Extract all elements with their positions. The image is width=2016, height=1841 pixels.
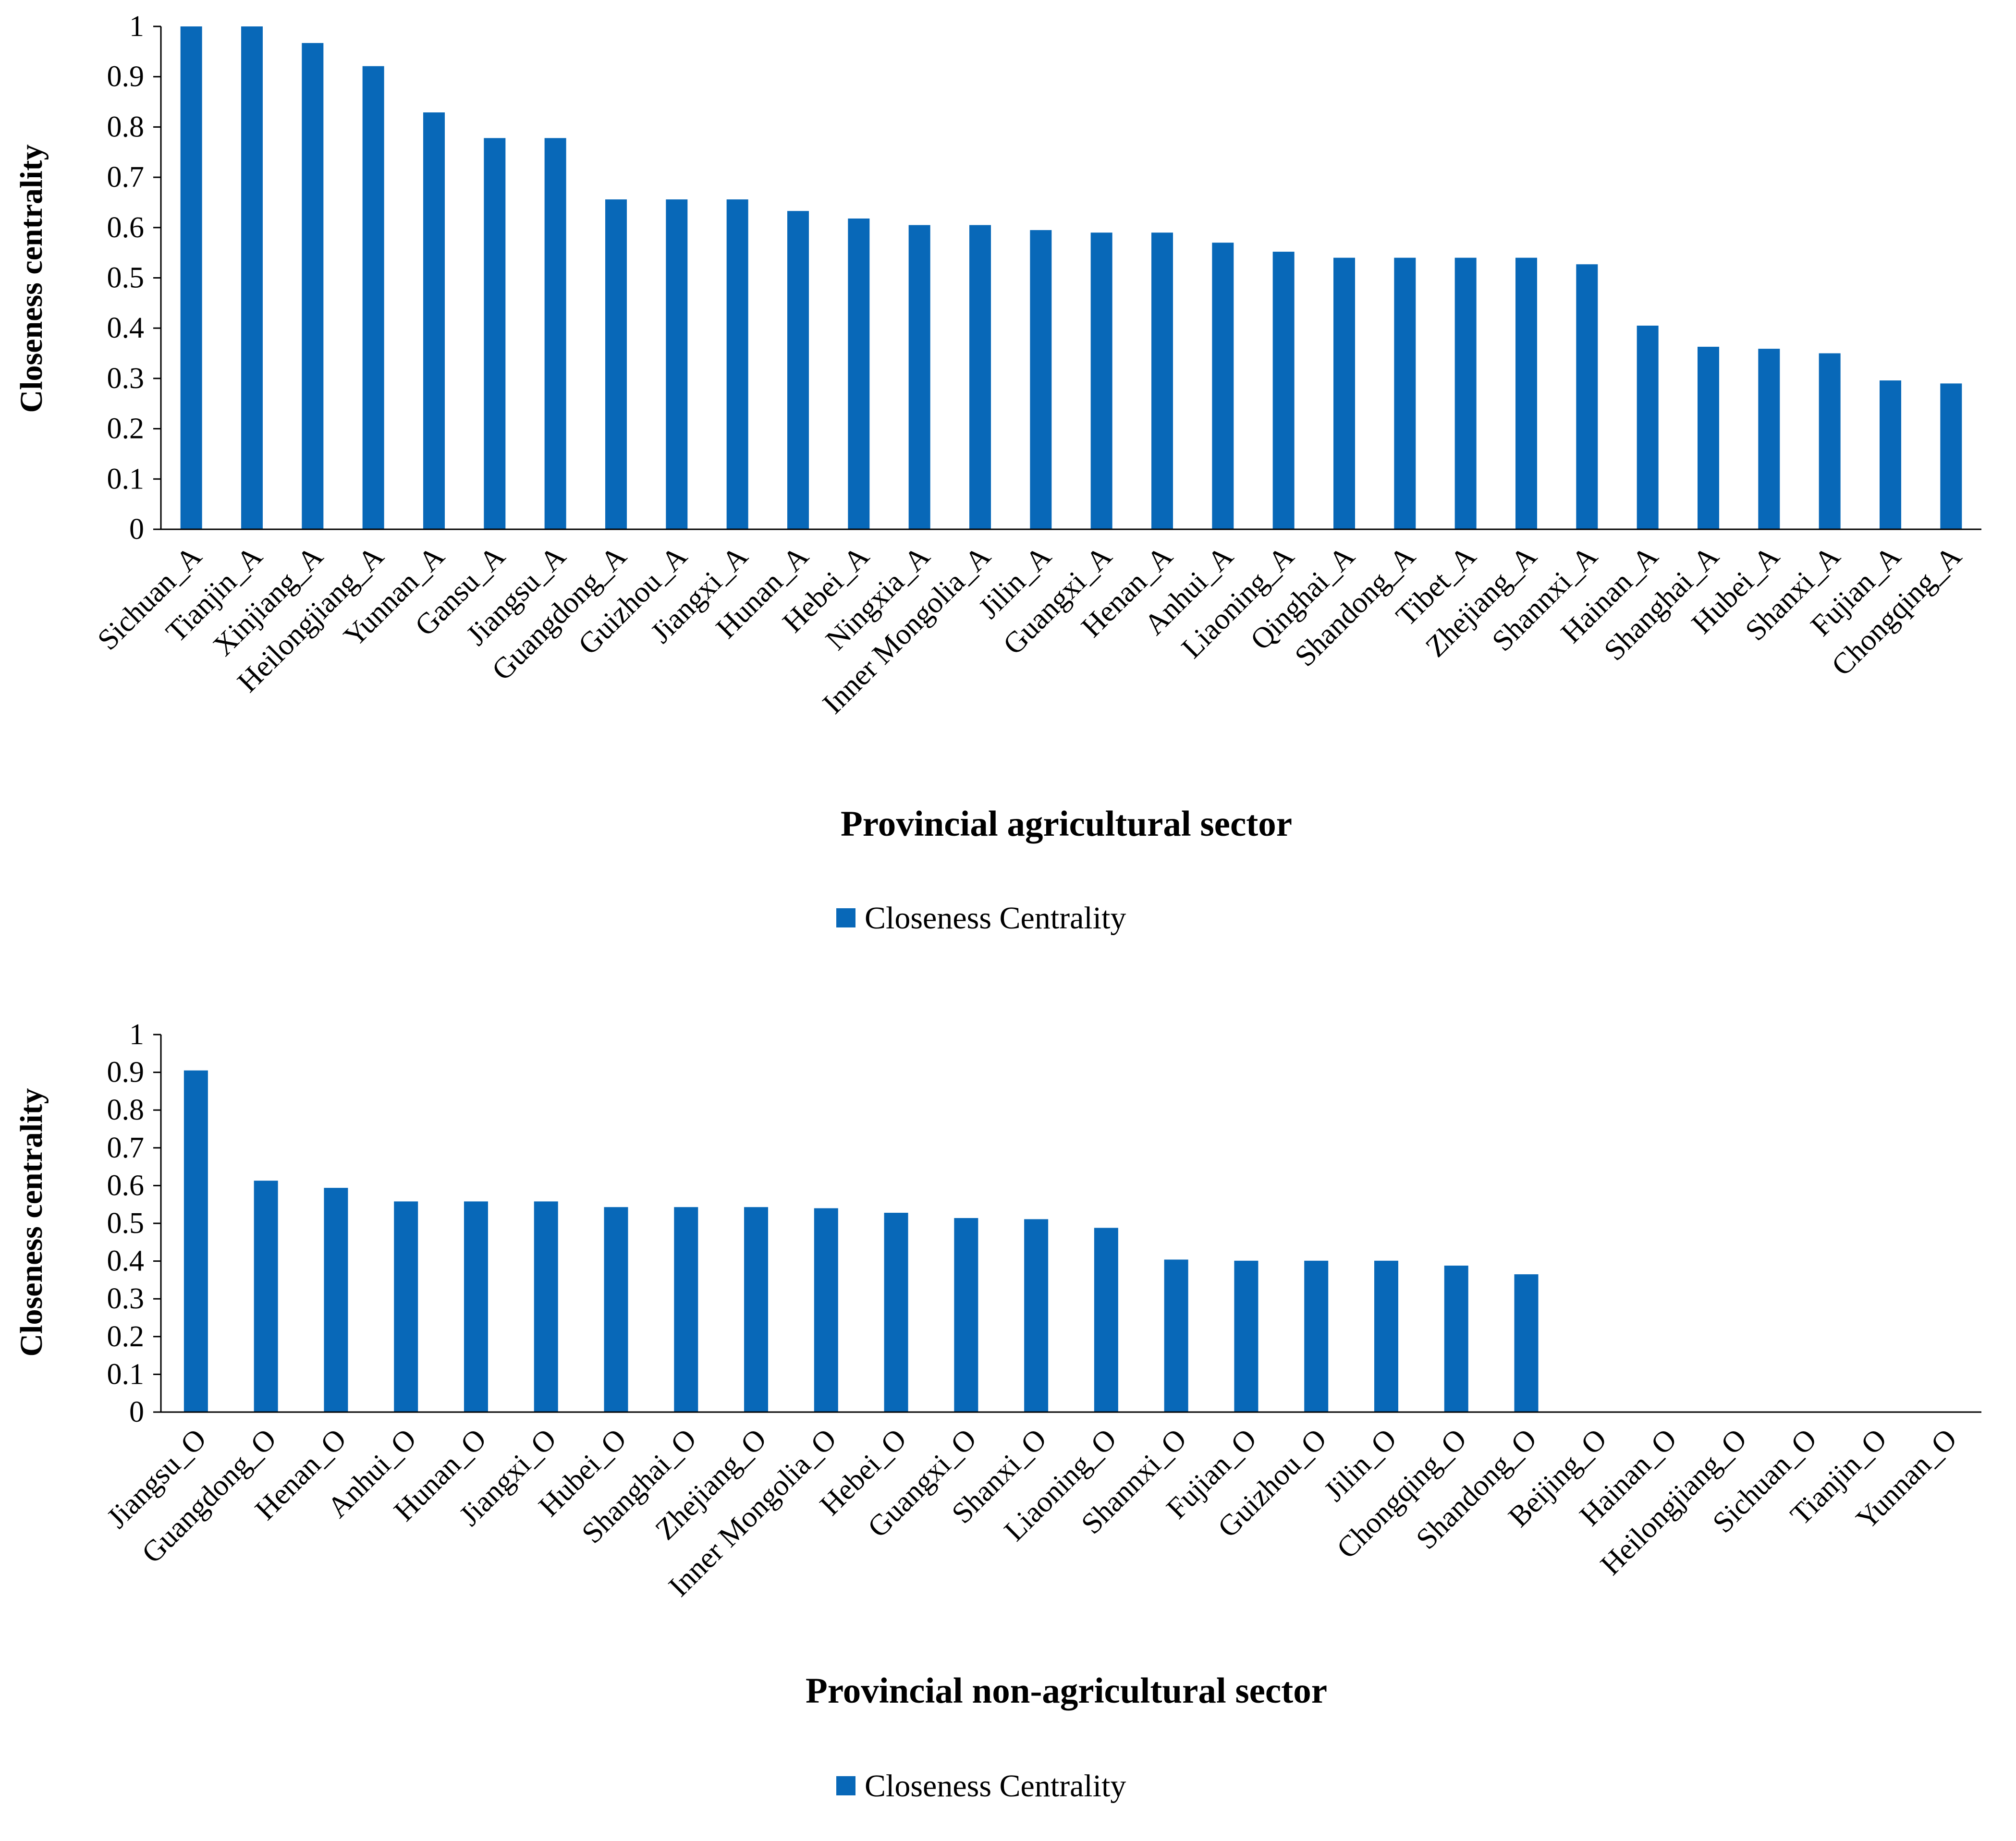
y-tick-label: 0.5 bbox=[107, 262, 145, 294]
bar-henan_a bbox=[1151, 232, 1173, 529]
bar-jilin_o bbox=[1374, 1260, 1398, 1412]
non-agricultural-closeness-chart: 0 0.1 0.2 0.3 0.4 0.5 0.6 0.7 0.8 0.9 1 Closeness c… bbox=[14, 1018, 1981, 1804]
x-axis-title: Provincial agricultural sector bbox=[841, 804, 1292, 844]
y-tick-label: 0.7 bbox=[107, 1132, 145, 1164]
bar-inner-mongolia_o bbox=[814, 1208, 838, 1412]
legend-label: Closeness Centrality bbox=[865, 901, 1126, 936]
bar-shanghai_a bbox=[1698, 346, 1719, 529]
bar-qinghai_a bbox=[1333, 257, 1355, 529]
y-tick-label: 1 bbox=[129, 10, 144, 43]
y-axis-title: Closeness centrality bbox=[14, 1088, 49, 1356]
bar-hunan_a bbox=[787, 211, 809, 529]
bar-tianjin_a bbox=[241, 26, 263, 529]
y-tick-label: 1 bbox=[129, 1018, 144, 1051]
y-tick-label: 0 bbox=[129, 1396, 144, 1428]
x-tick-labels: Sichuan_ATianjin_AXinjiang_AHeilongjiang… bbox=[91, 540, 1968, 720]
y-tick-label: 0.4 bbox=[107, 1245, 145, 1278]
bar-hubei_a bbox=[1758, 349, 1780, 529]
bar-hebei_a bbox=[848, 218, 870, 530]
bar-shannxi_a bbox=[1576, 264, 1598, 529]
y-axis-title: Closeness centrality bbox=[14, 144, 49, 413]
bar-hubei_o bbox=[604, 1207, 628, 1412]
y-tick-label: 0.5 bbox=[107, 1207, 145, 1240]
y-tick-label: 0.3 bbox=[107, 362, 145, 395]
bar-guizhou_a bbox=[666, 199, 688, 530]
bar-guangxi_o bbox=[954, 1218, 978, 1412]
bar-fujian_a bbox=[1880, 380, 1901, 529]
bar-chongqing_o bbox=[1444, 1266, 1468, 1412]
y-tick-label: 0.8 bbox=[107, 1094, 145, 1126]
bar-hebei_o bbox=[884, 1212, 908, 1412]
y-tick-label: 0.1 bbox=[107, 1358, 145, 1390]
y-tick-label: 0.9 bbox=[107, 61, 145, 93]
bar-shannxi_o bbox=[1164, 1259, 1188, 1412]
bar-shanxi_o bbox=[1024, 1219, 1049, 1412]
bar-xinjiang_a bbox=[302, 43, 324, 529]
bars bbox=[183, 1070, 1539, 1412]
agricultural-closeness-chart: 0 0.1 0.2 0.3 0.4 0.5 0.6 0.7 0.8 0.9 1 Closeness c… bbox=[14, 10, 1981, 936]
legend-swatch bbox=[836, 1776, 855, 1795]
bars bbox=[180, 26, 1962, 530]
bar-tibet_a bbox=[1454, 257, 1477, 529]
bar-heilongjiang_a bbox=[362, 66, 384, 529]
y-tick-label: 0.3 bbox=[107, 1282, 145, 1315]
y-tick-label: 0.7 bbox=[107, 161, 145, 194]
y-tick-label: 0 bbox=[129, 513, 144, 546]
y-tick-label: 0.1 bbox=[107, 463, 145, 495]
bar-henan_o bbox=[324, 1188, 348, 1412]
legend-swatch bbox=[836, 908, 855, 927]
y-tick-label: 0.6 bbox=[107, 211, 145, 244]
bar-jiangsu_o bbox=[183, 1070, 208, 1412]
bar-chongqing_a bbox=[1940, 383, 1962, 529]
x-tick-labels: Jiangsu_OGuangdong_OHenan_OAnhui_OHunan_… bbox=[101, 1423, 1963, 1603]
bar-shanghai_o bbox=[674, 1207, 698, 1412]
bar-sichuan_a bbox=[180, 26, 202, 529]
bar-shandong_o bbox=[1514, 1274, 1539, 1412]
bar-guizhou_o bbox=[1304, 1260, 1329, 1412]
bar-gansu_a bbox=[484, 138, 506, 530]
y-tick-label: 0.8 bbox=[107, 110, 145, 143]
bar-ningxia_a bbox=[908, 225, 930, 529]
legend-label: Closeness Centrality bbox=[865, 1768, 1126, 1804]
bar-hunan_o bbox=[464, 1201, 488, 1412]
y-tick-labels: 0 0.1 0.2 0.3 0.4 0.5 0.6 0.7 0.8 0.9 1 bbox=[107, 10, 161, 546]
bar-anhui_o bbox=[394, 1201, 418, 1412]
bar-liaoning_o bbox=[1094, 1228, 1118, 1412]
legend: Closeness Centrality bbox=[836, 1768, 1126, 1804]
bar-jiangsu_a bbox=[544, 138, 566, 530]
bar-inner-mongolia_a bbox=[969, 225, 991, 529]
bar-liaoning_a bbox=[1272, 252, 1295, 529]
bar-anhui_a bbox=[1212, 243, 1234, 530]
bar-yunnan_a bbox=[423, 112, 445, 530]
y-tick-label: 0.6 bbox=[107, 1169, 145, 1202]
y-tick-label: 0.4 bbox=[107, 312, 145, 344]
x-axis-title: Provincial non-agricultural sector bbox=[806, 1671, 1327, 1711]
bar-shanxi_a bbox=[1819, 353, 1841, 529]
bar-guangdong_a bbox=[605, 199, 627, 530]
bar-shandong_a bbox=[1394, 257, 1416, 529]
bar-guangxi_a bbox=[1090, 232, 1112, 529]
y-tick-label: 0.2 bbox=[107, 1320, 145, 1353]
bar-guangdong_o bbox=[254, 1181, 278, 1412]
y-tick-label: 0.2 bbox=[107, 413, 145, 445]
bar-hainan_a bbox=[1637, 325, 1659, 529]
legend: Closeness Centrality bbox=[836, 901, 1126, 936]
bar-zhejiang_a bbox=[1515, 257, 1537, 529]
bar-fujian_o bbox=[1234, 1260, 1258, 1412]
bar-zhejiang_o bbox=[744, 1207, 769, 1412]
y-tick-labels: 0 0.1 0.2 0.3 0.4 0.5 0.6 0.7 0.8 0.9 1 bbox=[107, 1018, 161, 1428]
bar-jilin_a bbox=[1030, 230, 1052, 529]
y-tick-label: 0.9 bbox=[107, 1056, 145, 1089]
bar-jiangxi_o bbox=[534, 1201, 558, 1412]
bar-jiangxi_a bbox=[726, 199, 748, 530]
